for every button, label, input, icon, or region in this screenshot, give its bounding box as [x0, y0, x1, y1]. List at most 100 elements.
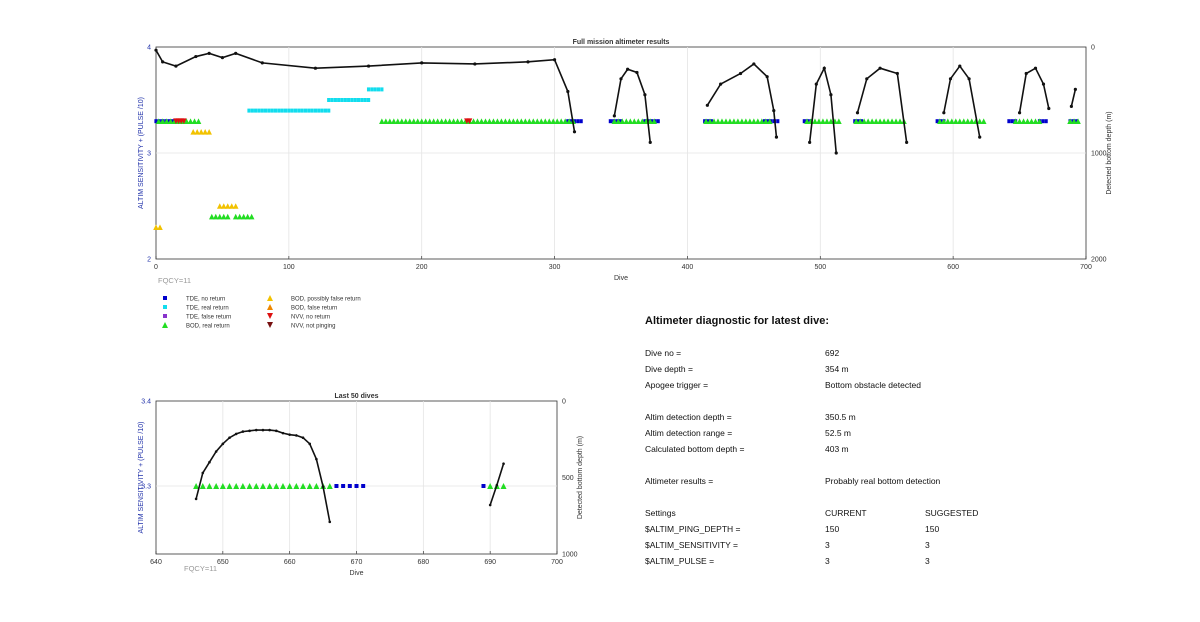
depth-profile-point [221, 442, 225, 446]
bod-real-return-marker [723, 118, 729, 124]
tde-no-return-marker [341, 484, 346, 488]
tde-real-return-marker [250, 108, 254, 113]
bod-real-return-marker [1016, 118, 1023, 124]
x-tick-label: 680 [417, 559, 429, 566]
bod-real-return-marker [167, 118, 174, 124]
bod-real-return-marker [751, 118, 757, 124]
bod-real-return-marker [889, 118, 895, 124]
bod-possibly-false-marker [220, 203, 227, 209]
tde-no-return-marker [579, 119, 583, 124]
tde-real-return-marker [273, 108, 278, 113]
bod-real-return-marker [956, 118, 963, 124]
y-tick-label: 3.4 [141, 399, 151, 406]
tde-real-return-marker [277, 108, 281, 113]
bod-real-return-marker [976, 118, 983, 124]
bod-real-return-marker [897, 118, 903, 124]
bod-real-return-marker [522, 118, 529, 124]
bod-real-return-marker [232, 213, 239, 220]
depth-profile-point [774, 135, 779, 139]
depth-profile-point [220, 56, 225, 60]
depth-profile-point [905, 140, 909, 144]
tde-real-return-marker [307, 108, 311, 113]
tde-real-return-marker [366, 98, 371, 102]
depth-profile-point [248, 429, 251, 433]
y-tick-label: 3 [147, 151, 151, 158]
x-axis-label: Dive [349, 570, 363, 577]
bod-real-return-marker [857, 118, 863, 124]
settings-label: $ALTIM_PING_DEPTH = [645, 524, 741, 534]
bod-real-return-marker [566, 118, 572, 124]
legend-marker [267, 295, 273, 301]
tde-real-return-marker [337, 98, 341, 102]
depth-profile-point [643, 93, 647, 97]
y2-tick-label: 0 [562, 399, 566, 406]
x-tick-label: 700 [551, 559, 563, 566]
bod-possibly-false-marker [206, 129, 212, 135]
y2-tick-label: 2000 [1091, 257, 1107, 264]
bod-real-return-marker [418, 118, 425, 124]
legend-label: NVV, no return [291, 314, 330, 320]
bod-possibly-false-marker [157, 224, 163, 230]
tde-no-return-marker [608, 119, 612, 124]
depth-profile-point [495, 483, 499, 487]
tde-no-return-marker [706, 119, 710, 124]
depth-profile-point [572, 130, 577, 134]
tde-no-return-marker [481, 484, 486, 488]
bod-real-return-marker [755, 118, 761, 124]
bod-real-return-marker [259, 483, 266, 489]
tde-no-return-marker [334, 484, 339, 488]
diagnostic-row: Altimeter results = Probably real bottom … [645, 476, 1165, 488]
bod-real-return-marker [836, 118, 842, 124]
settings-suggested: SUGGESTED [925, 508, 979, 518]
depth-profile-point [719, 82, 723, 86]
y2-tick-label: 0 [1091, 45, 1095, 52]
tde-real-return-marker [376, 87, 381, 92]
fqcy-annotation: FQCY=11 [158, 276, 191, 285]
y2-axis-label: Detected bottom depth (m) [577, 436, 584, 519]
bod-real-return-marker [454, 118, 461, 124]
bod-real-return-marker [422, 118, 429, 124]
bod-real-return-marker [216, 213, 223, 220]
diagnostic-label: Dive depth = [645, 364, 693, 374]
bod-real-return-marker [861, 118, 867, 124]
bod-real-return-marker [402, 118, 409, 124]
x-axis-label: Dive [614, 275, 628, 282]
bod-real-return-marker [877, 118, 883, 124]
depth-profile-point [1041, 82, 1046, 86]
legend-marker [163, 296, 167, 300]
x-tick-label: 650 [217, 559, 229, 566]
chart-title: Full mission altimeter results [573, 39, 670, 46]
depth-profile-point [958, 64, 962, 68]
bod-possibly-false-marker [216, 203, 223, 209]
y2-axis-label: Detected bottom depth (m) [1106, 111, 1113, 194]
bod-real-return-marker [224, 213, 231, 220]
y-tick-label: 3.3 [141, 484, 151, 491]
bod-possibly-false-marker [232, 203, 239, 209]
tde-real-return-marker [323, 108, 327, 113]
bod-real-return-marker [248, 213, 255, 220]
bod-real-return-marker [820, 118, 826, 124]
diagnostic-label: Altim detection range = [645, 428, 733, 438]
tde-no-return-marker [1010, 119, 1014, 124]
diagnostic-row: Altim detection depth = 350.5 m [645, 412, 1165, 424]
depth-profile-point [288, 433, 291, 436]
y-axis-label: ALTIM SENSITIVITY + (PULSE /10) [138, 422, 145, 534]
tde-no-return-marker [766, 119, 770, 124]
bod-possibly-false-marker [194, 129, 200, 135]
depth-profile-point [261, 428, 265, 432]
tde-real-return-marker [380, 87, 384, 92]
depth-profile-point [1024, 71, 1028, 76]
depth-profile-point [366, 64, 371, 68]
depth-profile-point [895, 71, 899, 76]
bod-real-return-marker [183, 118, 190, 124]
bod-real-return-marker [715, 118, 721, 124]
bod-real-return-marker [651, 118, 658, 124]
tde-no-return-marker [569, 119, 573, 124]
depth-profile-point [420, 61, 424, 65]
tde-real-return-marker [247, 108, 251, 113]
depth-profile-point [194, 497, 198, 501]
depth-profile-point [626, 67, 630, 71]
bod-real-return-marker [458, 118, 465, 124]
bod-real-return-marker [739, 118, 745, 124]
bod-real-return-marker [546, 118, 553, 124]
